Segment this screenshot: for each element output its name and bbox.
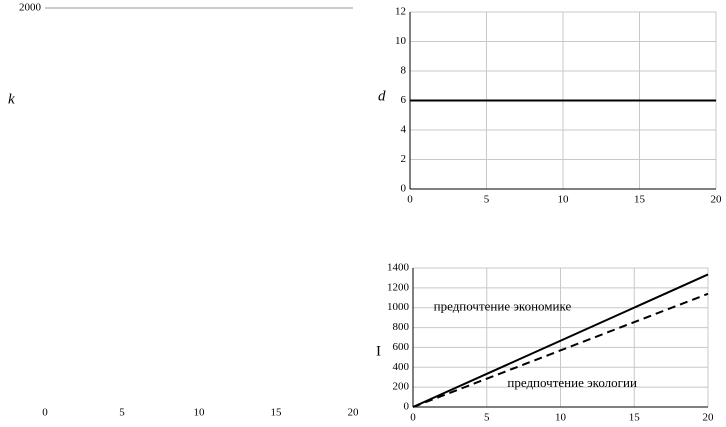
y-tick-label: 600 bbox=[393, 341, 410, 353]
x-tick-label: 15 bbox=[271, 407, 283, 419]
x-tick-label: 10 bbox=[555, 412, 567, 424]
y-tick-label: 12 bbox=[395, 6, 406, 18]
x-tick-label: 15 bbox=[629, 412, 641, 424]
y-axis-label: d bbox=[378, 88, 386, 104]
y-tick-label: 0 bbox=[404, 401, 410, 413]
y-tick-label: 1400 bbox=[387, 262, 410, 274]
x-tick-label: 5 bbox=[484, 412, 490, 424]
y-tick-label: 2000 bbox=[19, 2, 42, 14]
y-tick-label: 1000 bbox=[387, 301, 410, 313]
y-tick-label: 1200 bbox=[387, 281, 410, 293]
x-tick-label: 0 bbox=[410, 412, 416, 424]
data-line bbox=[412, 292, 709, 408]
x-tick-label: 10 bbox=[194, 407, 206, 419]
x-tick-label: 5 bbox=[484, 194, 490, 206]
x-tick-label: 0 bbox=[42, 407, 48, 419]
x-tick-label: 20 bbox=[711, 194, 723, 206]
y-tick-label: 6 bbox=[401, 94, 407, 106]
y-tick-label: 200 bbox=[393, 381, 410, 393]
y-tick-label: 800 bbox=[393, 321, 410, 333]
y-tick-label: 2 bbox=[401, 153, 407, 165]
y-tick-label: 8 bbox=[401, 65, 407, 77]
line-label: предпочтение экологии bbox=[507, 375, 637, 390]
y-axis-label: k bbox=[8, 91, 15, 107]
x-tick-label: 15 bbox=[634, 194, 646, 206]
y-axis-label: I bbox=[376, 343, 381, 359]
x-tick-label: 20 bbox=[703, 412, 715, 424]
line-label: предпочтение экономике bbox=[434, 299, 572, 314]
y-tick-label: 4 bbox=[401, 124, 407, 136]
data-line bbox=[412, 273, 709, 408]
x-tick-label: 0 bbox=[407, 194, 413, 206]
y-tick-label: 400 bbox=[393, 361, 410, 373]
y-tick-label: 0 bbox=[401, 183, 407, 195]
x-tick-label: 10 bbox=[558, 194, 570, 206]
y-tick-label: 10 bbox=[395, 35, 407, 47]
x-tick-label: 5 bbox=[119, 407, 125, 419]
x-tick-label: 20 bbox=[348, 407, 360, 419]
